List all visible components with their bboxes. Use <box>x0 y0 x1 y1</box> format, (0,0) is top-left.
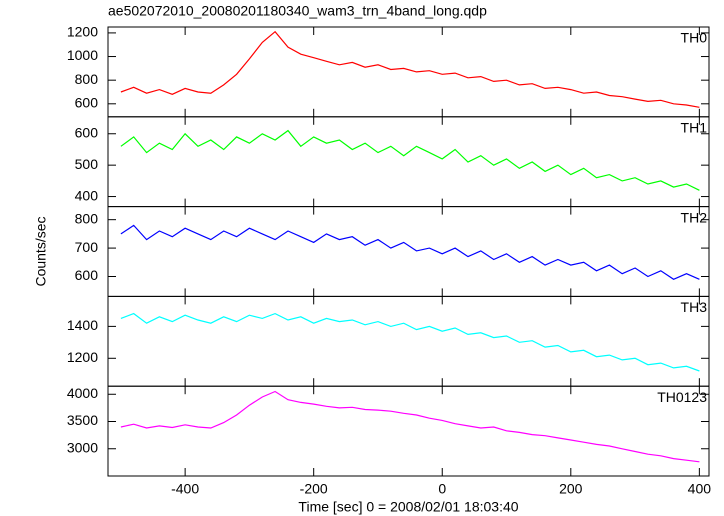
panel-frame <box>107 385 710 477</box>
panel-label: TH1 <box>681 120 708 136</box>
y-axis-label: Counts/sec <box>33 216 49 286</box>
panel-frame <box>107 26 710 118</box>
panel-frame <box>107 116 710 208</box>
y-tick-label: 3000 <box>67 439 98 455</box>
y-tick-label: 600 <box>75 95 99 111</box>
panel-label: TH2 <box>681 209 708 225</box>
y-tick-label: 500 <box>75 156 99 172</box>
data-line <box>120 312 700 372</box>
data-line <box>120 390 700 463</box>
y-tick-label: 400 <box>75 187 99 203</box>
panel-label: TH3 <box>681 299 708 315</box>
y-tick-label: 3500 <box>67 412 98 428</box>
y-tick-label: 700 <box>75 239 99 255</box>
panel-frame <box>107 206 710 297</box>
y-tick-label: 1200 <box>67 24 98 40</box>
data-line <box>120 129 700 191</box>
panel-label: TH0 <box>681 30 708 46</box>
x-tick-label: 200 <box>559 481 583 497</box>
data-line <box>120 224 700 280</box>
panel-frame <box>107 295 710 387</box>
x-axis-label: Time [sec] 0 = 2008/02/01 18:03:40 <box>298 499 518 515</box>
y-tick-label: 1200 <box>67 349 98 365</box>
y-tick-label: 1400 <box>67 317 98 333</box>
y-tick-label: 600 <box>75 267 99 283</box>
chart-title: ae502072010_20080201180340_wam3_trn_4ban… <box>108 3 487 19</box>
y-tick-label: 1000 <box>67 47 98 63</box>
x-tick-label: 0 <box>438 481 446 497</box>
x-tick-label: 400 <box>688 481 712 497</box>
panel-label: TH0123 <box>657 389 707 405</box>
y-tick-label: 800 <box>75 71 99 87</box>
x-tick-label: -200 <box>300 481 328 497</box>
y-tick-label: 800 <box>75 210 99 226</box>
data-line <box>120 30 700 108</box>
y-tick-label: 4000 <box>67 385 98 401</box>
x-tick-label: -400 <box>171 481 199 497</box>
y-tick-label: 600 <box>75 124 99 140</box>
